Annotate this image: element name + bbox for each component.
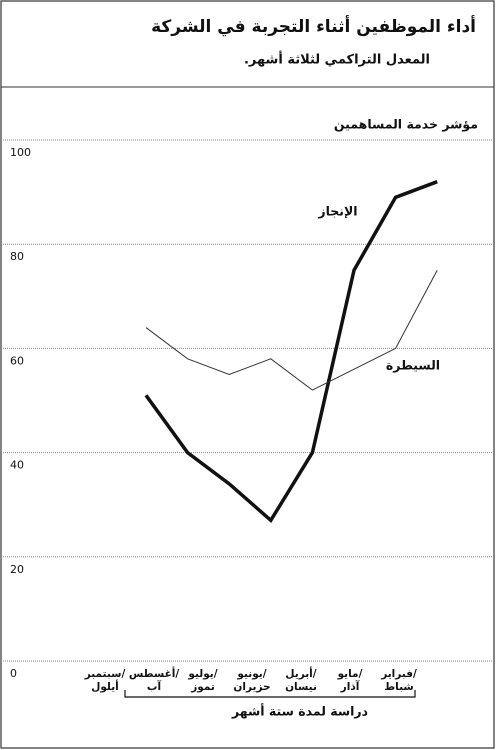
y-tick-label: 40 bbox=[10, 459, 24, 472]
y-tick-label: 80 bbox=[10, 250, 24, 263]
x-tick-label: يوليو/تموز bbox=[187, 668, 217, 693]
series-line bbox=[145, 270, 438, 391]
series-label: الإنجاز bbox=[317, 204, 357, 219]
annotation: دراسة لمدة ستة أشهر bbox=[231, 703, 368, 719]
y-axis-label: مؤشر خدمة المساهمين bbox=[334, 117, 478, 132]
bracket bbox=[124, 690, 416, 698]
y-tick-label: 100 bbox=[10, 146, 31, 159]
chart-subtitle: المعدل التراكمي لثلاثة أشهر. bbox=[244, 51, 430, 68]
series-label: السيطرة bbox=[386, 358, 440, 373]
x-tick-label: فبراير/شباط bbox=[380, 668, 417, 693]
y-tick-label: 0 bbox=[10, 667, 17, 680]
series-line bbox=[144, 180, 438, 524]
y-tick-label: 60 bbox=[10, 354, 24, 367]
chart-title: أداء الموظفين أثناء التجربة في الشركة bbox=[151, 15, 476, 37]
x-tick-label: أغسطس/آب bbox=[129, 666, 180, 693]
y-tick-label: 20 bbox=[10, 563, 24, 576]
x-tick-label: أبريل/نيسان bbox=[285, 666, 317, 693]
x-tick-label: مايو/آذار bbox=[337, 668, 363, 693]
x-tick-label: سبتمبر/أيلول bbox=[84, 668, 126, 693]
x-tick-label: يونيو/حزيران bbox=[233, 668, 270, 693]
